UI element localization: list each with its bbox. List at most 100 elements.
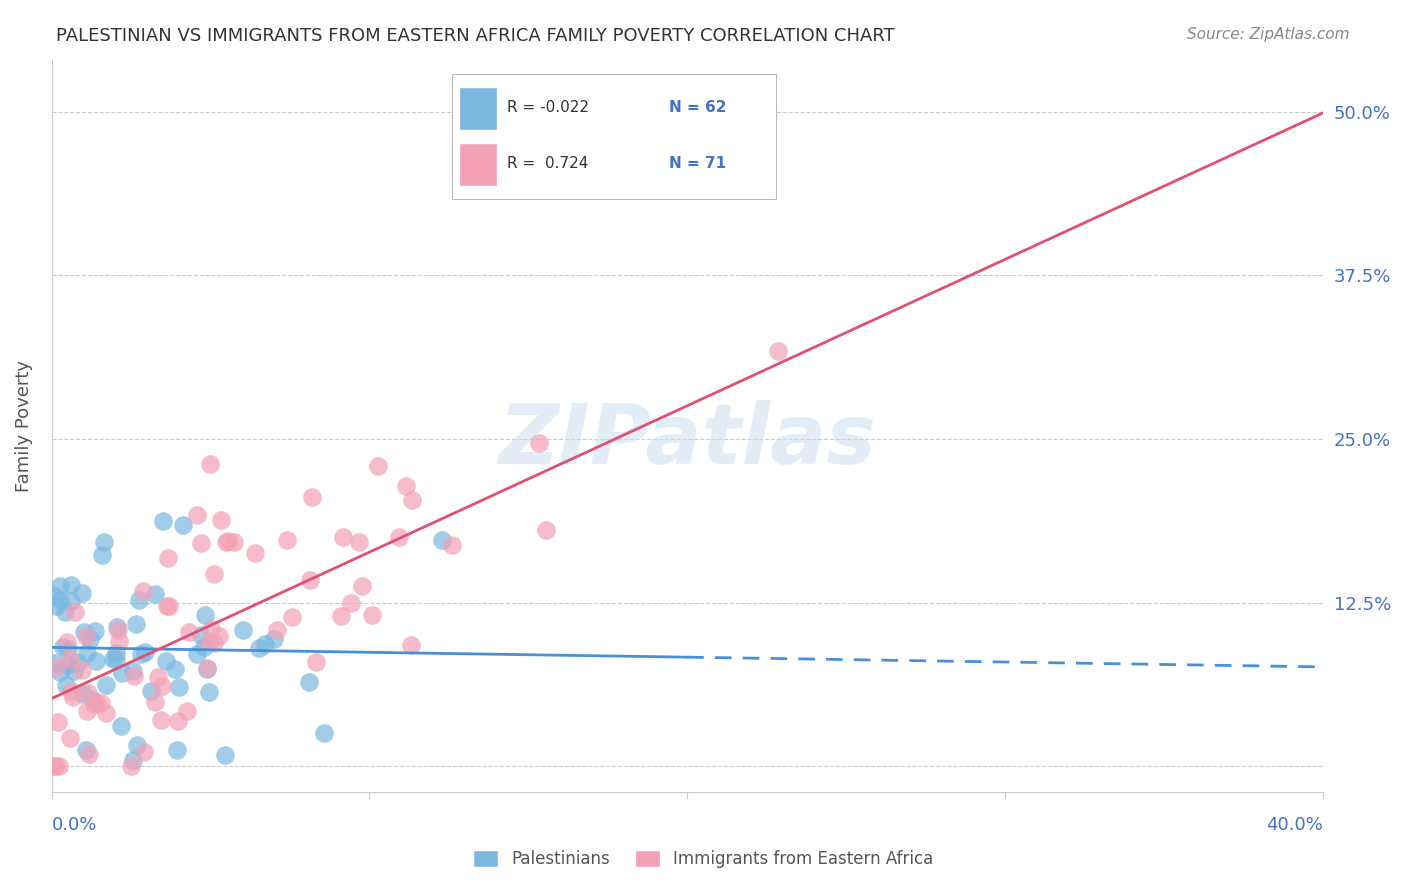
Point: [77, 686, 100, 700]
Point: [134, 745, 156, 759]
Point: [280, 610, 302, 624]
Point: [150, 679, 173, 693]
Point: [176, 704, 198, 718]
Text: Source: ZipAtlas.com: Source: ZipAtlas.com: [1187, 27, 1350, 42]
Point: [101, 652, 124, 666]
Point: [111, 665, 134, 680]
Point: [360, 608, 382, 623]
Point: [72, 663, 94, 677]
Point: [72, 625, 94, 640]
Point: [60, 578, 83, 592]
Point: [72, 586, 94, 600]
Point: [314, 726, 336, 740]
Point: [202, 636, 225, 650]
Point: [143, 696, 166, 710]
Point: [90, 696, 112, 710]
Point: [301, 491, 323, 505]
Point: [84, 655, 107, 669]
Point: [45, 599, 67, 614]
Point: [401, 492, 423, 507]
Point: [186, 647, 208, 661]
Point: [193, 640, 215, 655]
Point: [157, 550, 180, 565]
Point: [155, 654, 177, 668]
Text: 40.0%: 40.0%: [1265, 816, 1323, 834]
Point: [121, 664, 143, 678]
Point: [297, 675, 319, 690]
Point: [156, 599, 179, 614]
Point: [56, 635, 79, 649]
Point: [56, 658, 79, 673]
Point: [77, 747, 100, 761]
Point: [83, 698, 105, 712]
Point: [60, 594, 83, 608]
Point: [125, 617, 148, 632]
Point: [104, 651, 127, 665]
Point: [166, 743, 188, 757]
Point: [195, 662, 218, 676]
Point: [340, 596, 363, 610]
Point: [44, 589, 66, 603]
Legend: Palestinians, Immigrants from Eastern Africa: Palestinians, Immigrants from Eastern Af…: [465, 843, 941, 875]
Point: [141, 683, 163, 698]
Point: [190, 628, 212, 642]
Point: [149, 714, 172, 728]
Point: [209, 513, 232, 527]
Point: [330, 608, 353, 623]
Point: [190, 536, 212, 550]
Point: [347, 535, 370, 549]
Point: [194, 608, 217, 623]
Point: [536, 523, 558, 537]
Point: [134, 645, 156, 659]
Point: [72, 686, 94, 700]
Point: [59, 652, 82, 666]
Point: [177, 625, 200, 640]
Point: [527, 436, 550, 450]
Point: [195, 661, 218, 675]
Point: [66, 656, 89, 670]
Point: [79, 632, 101, 647]
Point: [395, 479, 418, 493]
Point: [163, 662, 186, 676]
Point: [198, 634, 221, 648]
Point: [58, 641, 80, 656]
Point: [107, 624, 129, 638]
Point: [76, 646, 98, 660]
Point: [332, 530, 354, 544]
Point: [186, 508, 208, 522]
Point: [82, 693, 104, 707]
Point: [167, 680, 190, 694]
Point: [84, 696, 107, 710]
Point: [93, 535, 115, 549]
Point: [104, 647, 127, 661]
Point: [253, 637, 276, 651]
Point: [232, 623, 254, 637]
Point: [299, 573, 322, 587]
Point: [276, 533, 298, 547]
Point: [45, 659, 67, 673]
Point: [76, 704, 98, 718]
Point: [432, 533, 454, 547]
Point: [440, 538, 463, 552]
Point: [388, 530, 411, 544]
Point: [128, 593, 150, 607]
Text: PALESTINIAN VS IMMIGRANTS FROM EASTERN AFRICA FAMILY POVERTY CORRELATION CHART: PALESTINIAN VS IMMIGRANTS FROM EASTERN A…: [56, 27, 896, 45]
Point: [59, 731, 82, 745]
Point: [263, 632, 285, 647]
Point: [214, 748, 236, 763]
Point: [200, 623, 222, 637]
Point: [132, 584, 155, 599]
Point: [350, 579, 373, 593]
Point: [202, 567, 225, 582]
Point: [110, 719, 132, 733]
Point: [91, 548, 114, 562]
Point: [65, 606, 87, 620]
Point: [367, 458, 389, 473]
Point: [59, 684, 82, 698]
Point: [62, 690, 84, 704]
Point: [127, 739, 149, 753]
Point: [75, 629, 97, 643]
Point: [217, 534, 239, 549]
Point: [55, 678, 77, 692]
Point: [143, 587, 166, 601]
